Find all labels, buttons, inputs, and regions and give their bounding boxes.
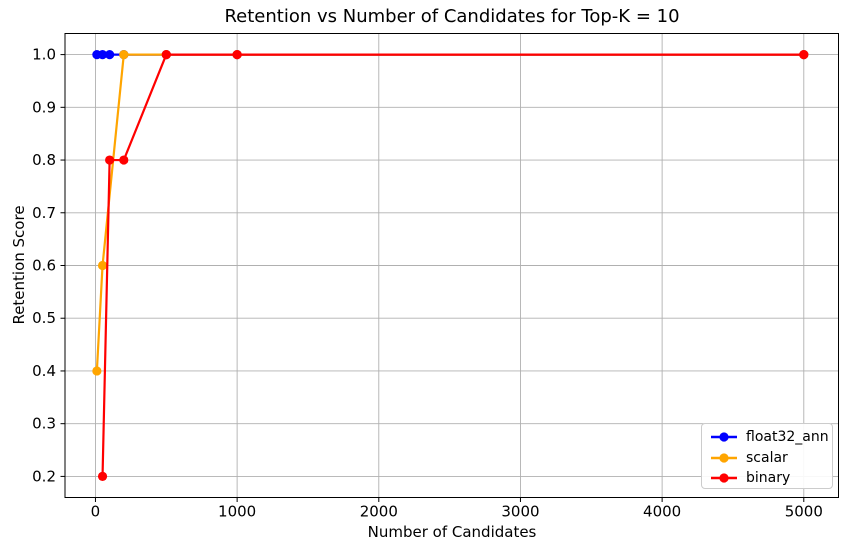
marker-binary bbox=[799, 49, 809, 60]
x-tick-label: 0 bbox=[91, 503, 101, 521]
marker-binary bbox=[161, 49, 171, 60]
y-tick-label: 0.8 bbox=[32, 151, 56, 169]
legend-label-scalar: scalar bbox=[746, 449, 788, 466]
x-tick-label: 1000 bbox=[218, 503, 256, 521]
legend-item-scalar: scalar bbox=[710, 448, 832, 468]
chart-title: Retention vs Number of Candidates for To… bbox=[224, 6, 680, 27]
marker-scalar bbox=[97, 260, 108, 271]
y-tick-label: 0.3 bbox=[32, 415, 56, 433]
x-tick-label: 5000 bbox=[785, 503, 823, 521]
x-tick-label: 3000 bbox=[501, 503, 539, 521]
legend-label-binary: binary bbox=[746, 469, 791, 486]
legend-swatch-float32_ann bbox=[711, 432, 737, 442]
marker-binary bbox=[97, 471, 108, 482]
x-axis-label: Number of Candidates bbox=[367, 523, 537, 541]
legend-swatch-binary bbox=[711, 473, 737, 483]
x-tick-label: 2000 bbox=[360, 503, 398, 521]
marker-scalar bbox=[119, 49, 129, 60]
marker-binary bbox=[232, 49, 242, 60]
y-axis-label: Retention Score bbox=[10, 205, 28, 325]
x-tick-label: 4000 bbox=[643, 503, 681, 521]
marker-binary bbox=[119, 155, 129, 165]
y-tick-label: 0.7 bbox=[32, 204, 56, 222]
y-tick-label: 0.9 bbox=[32, 98, 56, 116]
legend-swatch-scalar bbox=[711, 452, 737, 463]
legend-label-float32_ann: float32_ann bbox=[746, 429, 829, 446]
legend-item-float32_ann: float32_ann bbox=[710, 427, 832, 447]
marker-scalar bbox=[92, 366, 102, 376]
y-tick-label: 0.2 bbox=[32, 467, 56, 485]
legend-item-binary: binary bbox=[710, 468, 832, 488]
marker-float32_ann bbox=[97, 49, 108, 60]
series-line-binary bbox=[101, 53, 805, 478]
y-tick-label: 1.0 bbox=[32, 46, 56, 64]
y-tick-label: 0.6 bbox=[32, 257, 56, 275]
marker-binary bbox=[105, 155, 115, 165]
marker-float32_ann bbox=[105, 49, 115, 60]
y-tick-label: 0.4 bbox=[32, 362, 56, 380]
y-tick-label: 0.5 bbox=[32, 309, 56, 327]
